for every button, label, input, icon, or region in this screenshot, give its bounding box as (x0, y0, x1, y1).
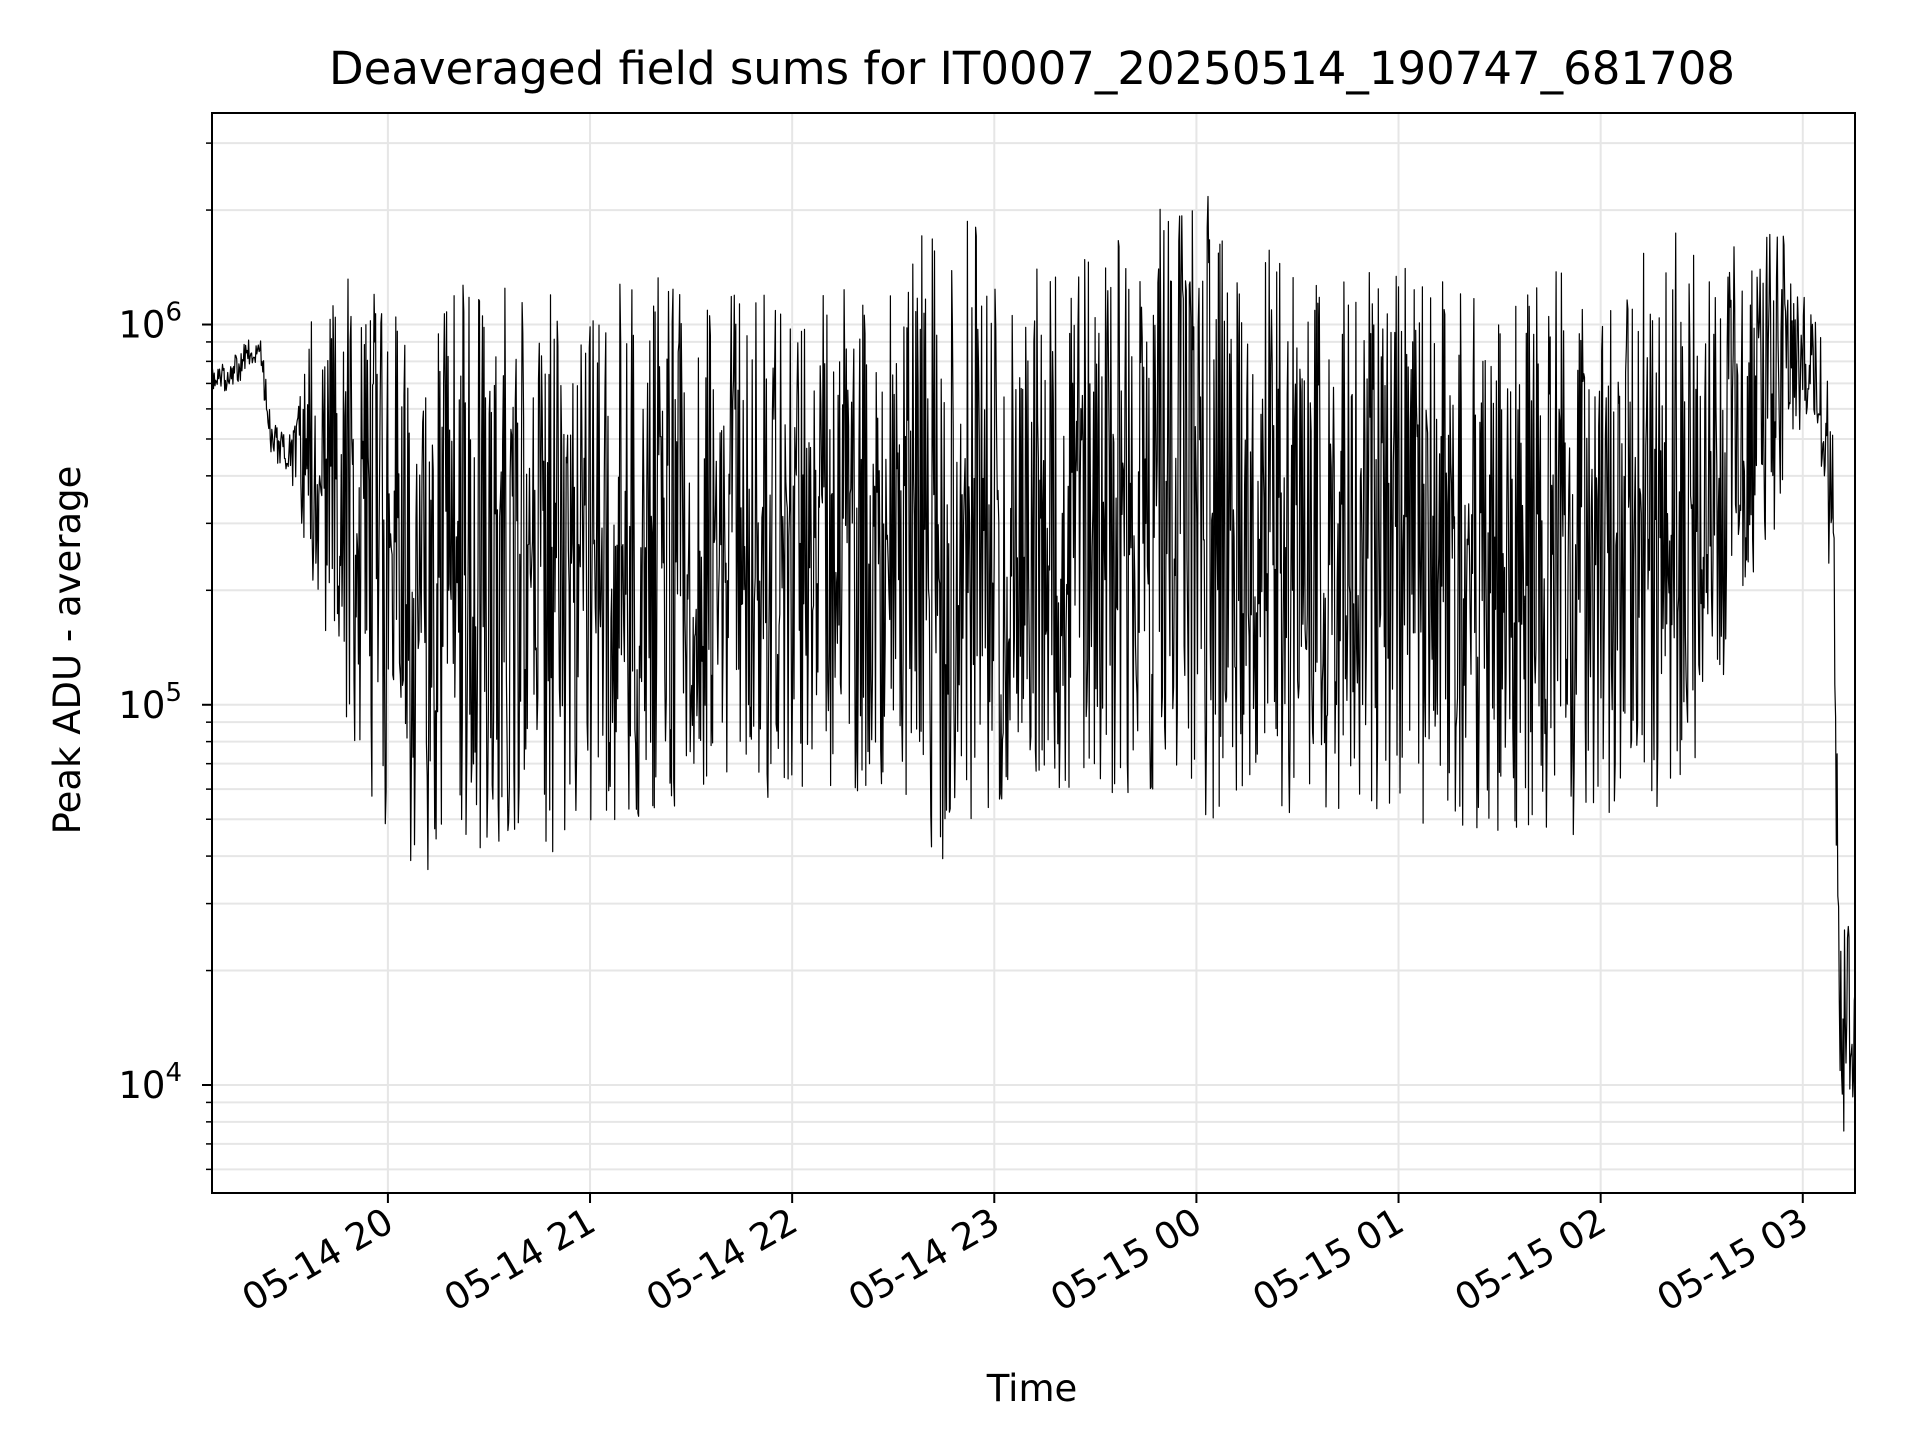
data-layer (211, 195, 1856, 1132)
y-tick-label: 104 (118, 1058, 182, 1107)
y-axis-label: Peak ADU - average (46, 466, 89, 835)
chart-title: Deaveraged field sums for IT0007_2025051… (329, 42, 1735, 95)
data-series-line (211, 195, 1856, 1132)
plot-frame (211, 112, 1856, 1194)
y-tick-label: 106 (118, 298, 182, 347)
x-axis-label: Time (986, 1367, 1078, 1410)
y-tick-label: 105 (118, 678, 182, 727)
